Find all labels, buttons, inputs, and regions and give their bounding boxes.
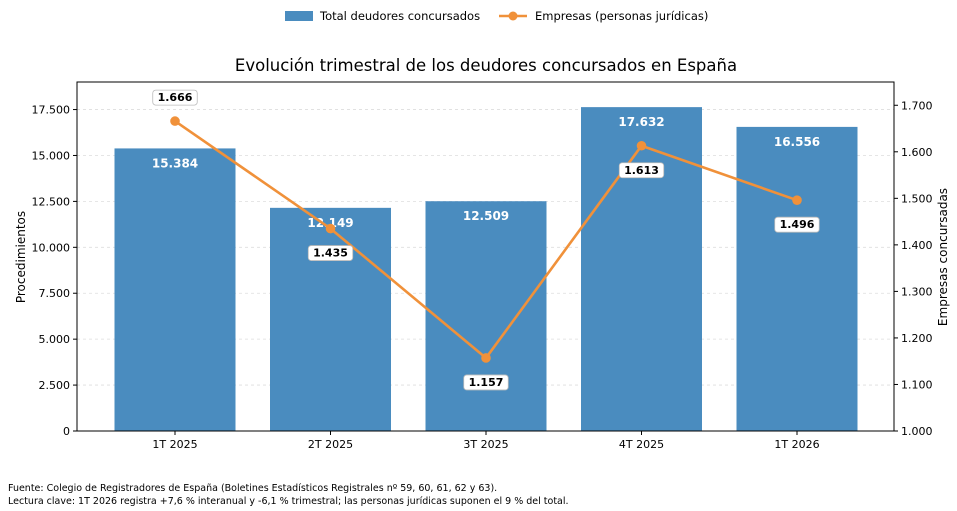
right-tick-label: 1.100 xyxy=(901,378,933,391)
bar xyxy=(736,126,858,431)
line-label-box xyxy=(774,216,820,233)
line-label-box xyxy=(307,245,354,261)
x-tick-label: 2T 2025 xyxy=(308,438,353,451)
bar xyxy=(581,107,702,432)
footer-source: Fuente: Colegio de Registradores de Espa… xyxy=(8,483,498,494)
right-tick-label: 1.400 xyxy=(901,239,933,252)
bar-value-label: 17.632 xyxy=(618,115,664,129)
line-label-box xyxy=(463,374,509,391)
left-tick-label: 5.000 xyxy=(39,333,71,346)
bar xyxy=(425,201,547,431)
x-tick-label: 4T 2025 xyxy=(619,438,664,451)
x-tick-label: 3T 2025 xyxy=(463,438,508,451)
line-value-label: 1.435 xyxy=(313,247,348,260)
line-label-box xyxy=(152,89,198,106)
x-tick-label: 1T 2025 xyxy=(152,438,197,451)
left-tick-label: 2.500 xyxy=(39,379,71,392)
line-value-label: 1.666 xyxy=(158,91,193,104)
left-tick-label: 17.500 xyxy=(32,104,71,117)
right-tick-label: 1.700 xyxy=(901,99,933,112)
legend: Total deudores concursados Empresas (per… xyxy=(285,9,708,23)
line-value-label: 1.613 xyxy=(624,164,659,177)
line-value-labels: 1.666 1.435 1.157 1.613 1.496 xyxy=(152,89,820,391)
x-tick-label: 1T 2026 xyxy=(774,438,819,451)
line-point xyxy=(636,140,647,151)
left-axis-label: Procedimientos xyxy=(14,211,28,303)
legend-swatch-bars xyxy=(285,11,313,21)
right-axis-label: Empresas concursadas xyxy=(936,188,950,326)
line-point xyxy=(325,223,336,234)
right-tick-label: 1.200 xyxy=(901,332,933,345)
left-tick-label: 7.500 xyxy=(39,287,71,300)
right-tick-label: 1.600 xyxy=(901,146,933,159)
right-axis: 1.000 1.100 1.200 1.300 1.400 1.500 1.600 1.700 xyxy=(894,99,933,438)
bar xyxy=(270,207,391,431)
left-tick-label: 12.500 xyxy=(32,195,71,208)
line-label-box xyxy=(618,162,665,179)
line-point xyxy=(170,116,180,126)
footer-note: Lectura clave: 1T 2026 registra +7,6 % i… xyxy=(8,496,569,507)
right-tick-label: 1.000 xyxy=(901,425,933,438)
line-point xyxy=(792,195,802,205)
legend-swatch-marker xyxy=(508,11,518,21)
left-tick-label: 0 xyxy=(63,425,70,438)
left-tick-label: 15.000 xyxy=(32,149,71,162)
chart-title: Evolución trimestral de los deudores con… xyxy=(235,56,737,75)
line-value-label: 1.496 xyxy=(780,218,815,231)
left-axis: 0 2.500 5.000 7.500 10.000 12.500 15.000 17.500 xyxy=(32,104,77,438)
line-point xyxy=(481,353,491,363)
x-axis: 1T 2025 2T 2025 3T 2025 4T 2025 1T 2026 xyxy=(152,431,820,451)
right-tick-label: 1.300 xyxy=(901,285,933,298)
legend-label-line: Empresas (personas jurídicas) xyxy=(535,9,708,23)
legend-label-bars: Total deudores concursados xyxy=(319,9,480,23)
line-value-label: 1.157 xyxy=(469,376,504,389)
right-tick-label: 1.500 xyxy=(901,192,933,205)
bar-value-label: 12.509 xyxy=(463,209,509,223)
left-tick-label: 10.000 xyxy=(32,241,71,254)
bars xyxy=(114,107,858,432)
bar xyxy=(114,148,236,431)
bar-value-label: 15.384 xyxy=(152,156,198,170)
combo-chart: Total deudores concursados Empresas (per… xyxy=(14,9,950,451)
bar-value-label: 16.556 xyxy=(774,135,820,149)
line-series xyxy=(170,116,802,363)
